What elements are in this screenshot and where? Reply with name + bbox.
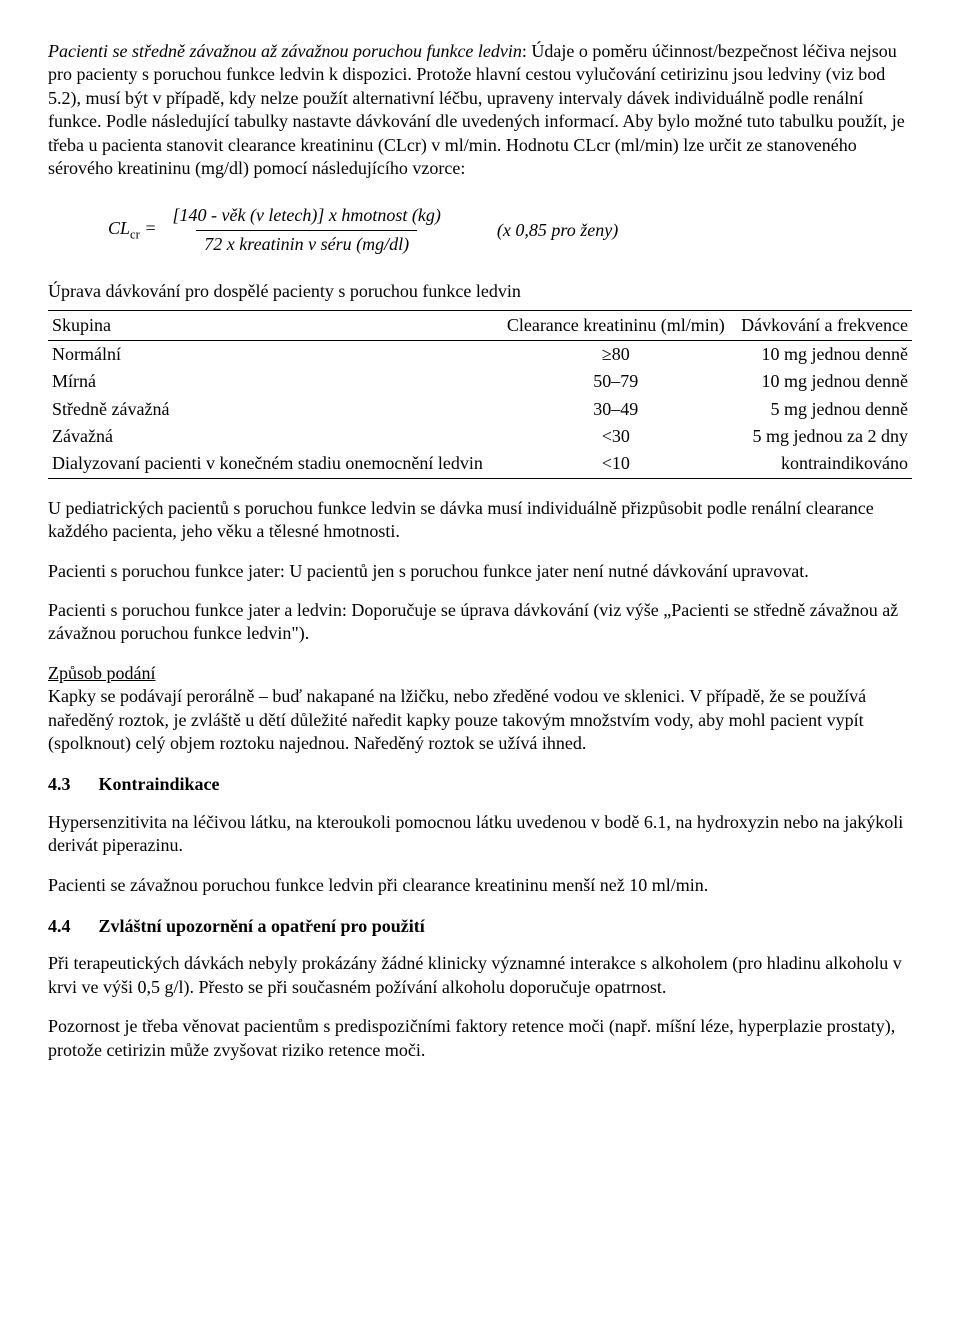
cell-clearance: 30–49 <box>500 396 732 423</box>
cell-clearance: ≥80 <box>500 340 732 368</box>
col-header-group: Skupina <box>48 310 500 340</box>
formula-denominator: 72 x kreatinin v séru (mg/dl) <box>196 230 417 256</box>
table-row: Středně závažná 30–49 5 mg jednou denně <box>48 396 912 423</box>
table-caption: Úprava dávkování pro dospělé pacienty s … <box>48 280 912 303</box>
section-title: Kontraindikace <box>99 774 220 794</box>
intro-body: : Údaje o poměru účinnost/bezpečnost léč… <box>48 41 905 178</box>
section-4-3-heading: 4.3 Kontraindikace <box>48 773 912 796</box>
cell-group: Normální <box>48 340 500 368</box>
table-row: Normální ≥80 10 mg jednou denně <box>48 340 912 368</box>
cell-group: Dialyzovaní pacienti v konečném stadiu o… <box>48 450 500 478</box>
administration-heading: Způsob podání <box>48 663 156 683</box>
cell-dosing: 5 mg jednou za 2 dny <box>732 423 912 450</box>
contraindication-p2: Pacienti se závažnou poruchou funkce led… <box>48 874 912 897</box>
intro-lead: Pacienti se středně závažnou až závažnou… <box>48 41 522 61</box>
intro-paragraph: Pacienti se středně závažnou až závažnou… <box>48 40 912 180</box>
dosing-table: Skupina Clearance kreatininu (ml/min) Dá… <box>48 310 912 479</box>
col-header-clearance: Clearance kreatininu (ml/min) <box>500 310 732 340</box>
hepatic-renal-paragraph: Pacienti s poruchou funkce jater a ledvi… <box>48 599 912 646</box>
table-header-row: Skupina Clearance kreatininu (ml/min) Dá… <box>48 310 912 340</box>
hepatic-paragraph: Pacienti s poruchou funkce jater: U paci… <box>48 560 912 583</box>
warning-p1: Při terapeutických dávkách nebyly prokáz… <box>48 952 912 999</box>
contraindication-p1: Hypersenzitivita na léčivou látku, na kt… <box>48 811 912 858</box>
cell-clearance: 50–79 <box>500 368 732 395</box>
formula-fraction: [140 - věk (v letech)] x hmotnost (kg) 7… <box>164 204 448 256</box>
pediatric-paragraph: U pediatrických pacientů s poruchou funk… <box>48 497 912 544</box>
clearance-formula: CLcr = [140 - věk (v letech)] x hmotnost… <box>108 204 912 256</box>
cell-clearance: <30 <box>500 423 732 450</box>
cell-group: Středně závažná <box>48 396 500 423</box>
formula-note: (x 0,85 pro ženy) <box>497 219 618 242</box>
cell-dosing: kontraindikováno <box>732 450 912 478</box>
section-number: 4.3 <box>48 773 94 796</box>
cell-dosing: 5 mg jednou denně <box>732 396 912 423</box>
cell-clearance: <10 <box>500 450 732 478</box>
table-row: Mírná 50–79 10 mg jednou denně <box>48 368 912 395</box>
section-title: Zvláštní upozornění a opatření pro použi… <box>99 916 425 936</box>
formula-lhs: CLcr = <box>108 217 156 243</box>
cell-group: Závažná <box>48 423 500 450</box>
table-row: Závažná <30 5 mg jednou za 2 dny <box>48 423 912 450</box>
section-number: 4.4 <box>48 915 94 938</box>
administration-paragraph: Způsob podání Kapky se podávají peroráln… <box>48 662 912 756</box>
administration-body: Kapky se podávají perorálně – buď nakapa… <box>48 686 866 753</box>
cell-dosing: 10 mg jednou denně <box>732 368 912 395</box>
table-row: Dialyzovaní pacienti v konečném stadiu o… <box>48 450 912 478</box>
formula-numerator: [140 - věk (v letech)] x hmotnost (kg) <box>164 204 448 229</box>
cell-group: Mírná <box>48 368 500 395</box>
section-4-4-heading: 4.4 Zvláštní upozornění a opatření pro p… <box>48 915 912 938</box>
cell-dosing: 10 mg jednou denně <box>732 340 912 368</box>
warning-p2: Pozornost je třeba věnovat pacientům s p… <box>48 1015 912 1062</box>
col-header-dosing: Dávkování a frekvence <box>732 310 912 340</box>
